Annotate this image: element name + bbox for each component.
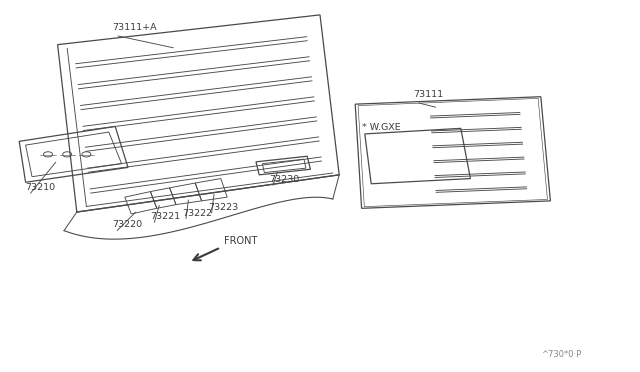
Text: FRONT: FRONT	[224, 235, 257, 246]
Text: 73222: 73222	[182, 209, 212, 218]
Text: 73210: 73210	[26, 183, 56, 192]
Text: 73220: 73220	[112, 220, 142, 229]
Text: 73230: 73230	[269, 175, 299, 184]
Text: * W.GXE: * W.GXE	[362, 123, 400, 132]
Text: 73111+A: 73111+A	[112, 23, 157, 32]
Text: 73221: 73221	[150, 212, 180, 221]
Text: ^730*0·P: ^730*0·P	[541, 350, 581, 359]
Text: 73223: 73223	[208, 203, 238, 212]
Text: 73111: 73111	[413, 90, 443, 99]
